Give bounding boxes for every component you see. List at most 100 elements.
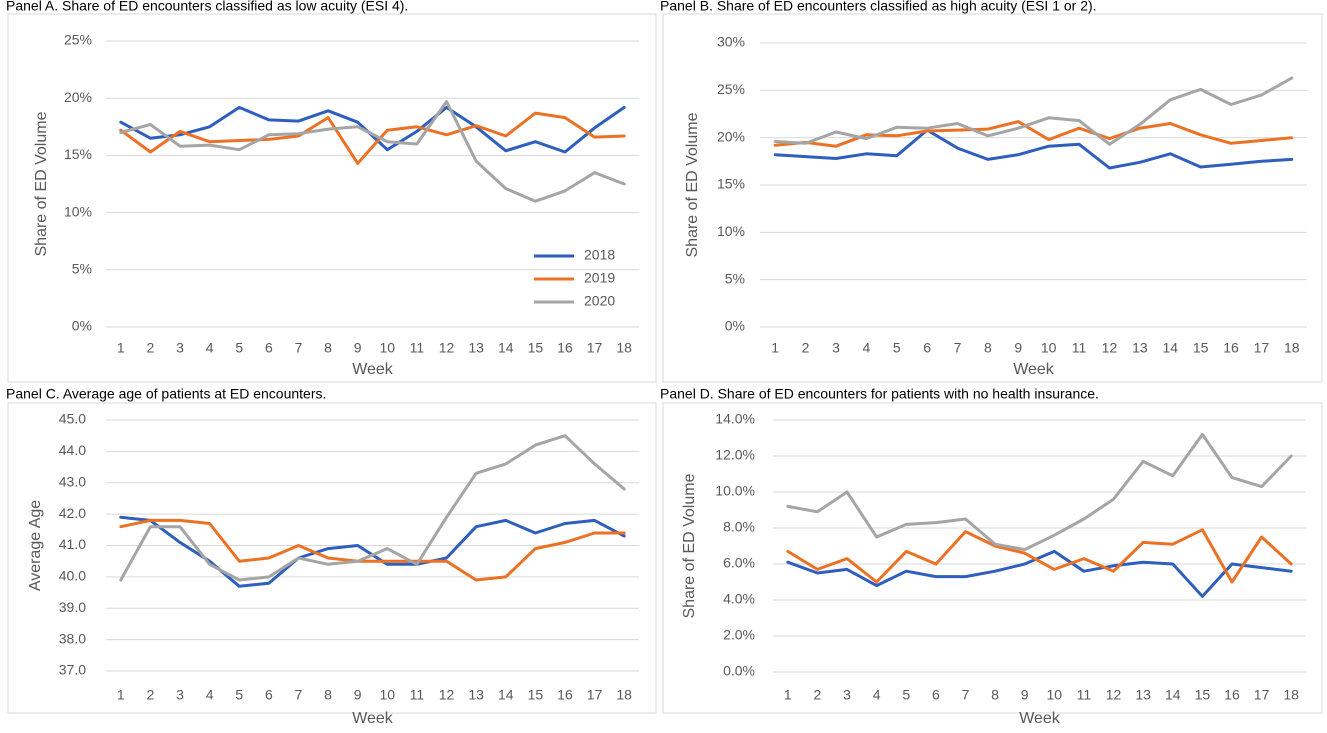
x-tick-label: 1: [771, 340, 779, 356]
x-tick-label: 14: [1162, 340, 1178, 356]
x-tick-label: 10: [1047, 687, 1063, 703]
x-tick-label: 3: [832, 340, 840, 356]
series-line: [773, 120, 1294, 148]
x-tick-label: 15: [528, 340, 544, 356]
x-tick-label: 2: [147, 687, 155, 703]
x-tick-label: 8: [991, 687, 999, 703]
y-tick-label: 10%: [717, 223, 745, 239]
x-tick-label: 9: [1014, 340, 1022, 356]
x-tick-label: 5: [893, 340, 901, 356]
series-line: [773, 128, 1294, 170]
y-axis-title: Average Age: [27, 500, 44, 591]
x-tick-label: 2: [147, 340, 155, 356]
x-tick-label: 15: [528, 687, 544, 703]
x-tick-label: 13: [1135, 687, 1151, 703]
y-axis-title: Share of ED Volume: [33, 111, 50, 256]
y-tick-label: 4.0%: [723, 591, 755, 607]
x-tick-label: 17: [587, 340, 603, 356]
series-line: [119, 100, 626, 203]
x-tick-label: 7: [962, 687, 970, 703]
x-tick-label: 6: [923, 340, 931, 356]
x-tick-label: 16: [557, 340, 573, 356]
panel-frame: [7, 13, 657, 383]
series-line: [119, 515, 626, 588]
x-tick-label: 6: [265, 340, 273, 356]
x-tick-label: 5: [235, 687, 243, 703]
y-tick-label: 45.0: [59, 411, 86, 427]
series-line: [119, 105, 626, 154]
y-tick-label: 12.0%: [715, 447, 755, 463]
x-tick-label: 13: [468, 687, 484, 703]
x-tick-label: 15: [1195, 687, 1211, 703]
x-tick-label: 4: [206, 340, 214, 356]
x-tick-label: 4: [862, 340, 870, 356]
y-tick-label: 10.0%: [715, 483, 755, 499]
y-tick-label: 37.0: [59, 662, 86, 678]
y-tick-label: 20%: [64, 89, 92, 105]
series-line: [119, 434, 626, 582]
panel-title: Panel B. Share of ED encounters classifi…: [660, 0, 1097, 14]
y-tick-label: 0.0%: [723, 663, 755, 679]
x-tick-label: 13: [468, 340, 484, 356]
x-tick-label: 17: [587, 687, 603, 703]
x-tick-label: 7: [295, 687, 303, 703]
x-tick-label: 14: [498, 340, 514, 356]
x-tick-label: 6: [932, 687, 940, 703]
x-tick-label: 6: [265, 687, 273, 703]
y-tick-label: 39.0: [59, 599, 86, 615]
series-line: [786, 528, 1293, 584]
x-tick-label: 7: [295, 340, 303, 356]
series-line: [786, 432, 1293, 552]
panel-frame: [7, 402, 657, 714]
y-tick-label: 25%: [717, 81, 745, 97]
y-tick-label: 43.0: [59, 473, 86, 489]
panel-title: Panel A. Share of ED encounters classifi…: [6, 0, 408, 14]
x-tick-label: 9: [354, 687, 362, 703]
x-tick-label: 11: [410, 687, 425, 703]
series-line: [119, 518, 626, 582]
y-tick-label: 0%: [72, 318, 92, 334]
x-tick-label: 9: [1021, 687, 1029, 703]
x-tick-label: 3: [843, 687, 851, 703]
y-tick-label: 40.0: [59, 568, 86, 584]
x-tick-label: 12: [1102, 340, 1118, 356]
y-axis-title: Share of ED Volume: [681, 473, 698, 618]
x-tick-label: 16: [557, 687, 573, 703]
x-tick-label: 16: [1223, 340, 1239, 356]
y-axis-title: Share of ED Volume: [684, 112, 701, 257]
x-tick-label: 5: [235, 340, 243, 356]
x-tick-label: 13: [1132, 340, 1148, 356]
x-tick-label: 10: [380, 340, 396, 356]
x-tick-label: 18: [1284, 340, 1300, 356]
panel-frame: [662, 13, 1323, 383]
x-tick-label: 11: [1077, 687, 1092, 703]
x-tick-label: 17: [1254, 687, 1270, 703]
panel-title: Panel C. Average age of patients at ED e…: [6, 386, 326, 402]
x-axis-title: Week: [352, 361, 394, 378]
x-tick-label: 11: [410, 340, 425, 356]
x-tick-label: 18: [616, 340, 632, 356]
y-tick-label: 2.0%: [723, 627, 755, 643]
x-tick-label: 12: [439, 340, 455, 356]
x-tick-label: 15: [1193, 340, 1209, 356]
x-tick-label: 5: [902, 687, 910, 703]
x-tick-label: 4: [206, 687, 214, 703]
y-tick-label: 0%: [725, 318, 745, 334]
panel-frame: [662, 402, 1323, 714]
x-tick-label: 3: [176, 687, 184, 703]
y-tick-label: 8.0%: [723, 519, 755, 535]
y-tick-label: 10%: [64, 203, 92, 219]
y-tick-label: 6.0%: [723, 555, 755, 571]
y-tick-label: 42.0: [59, 505, 86, 521]
x-tick-label: 14: [498, 687, 514, 703]
y-tick-label: 15%: [717, 176, 745, 192]
x-axis-title: Week: [1013, 361, 1055, 378]
x-tick-label: 8: [984, 340, 992, 356]
y-tick-label: 20%: [717, 128, 745, 144]
y-tick-label: 25%: [64, 32, 92, 48]
y-tick-label: 5%: [725, 270, 745, 286]
x-tick-label: 1: [117, 340, 125, 356]
y-tick-label: 5%: [72, 261, 92, 277]
x-tick-label: 3: [176, 340, 184, 356]
